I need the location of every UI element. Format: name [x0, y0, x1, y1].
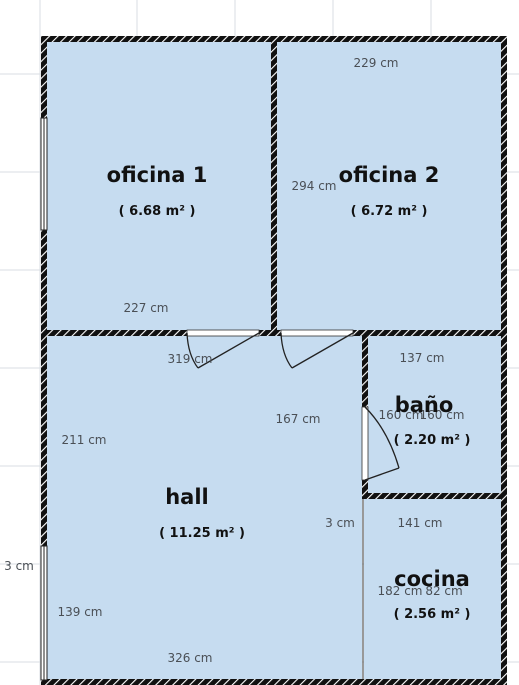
room-cocina[interactable]: [364, 499, 501, 680]
dim-oficina2-width: 229 cm: [353, 56, 398, 70]
room-labels: oficina 1 ( 6.68 m² ) oficina 2 ( 6.72 m…: [107, 163, 471, 622]
door-bano[interactable]: [361, 406, 400, 481]
room-bano[interactable]: [368, 336, 501, 493]
dim-hall-bottom: 326 cm: [167, 651, 212, 665]
dim-bano-width: 137 cm: [399, 351, 444, 365]
dim-cocina-height: 182 cm: [377, 584, 422, 598]
room-area-hall: ( 11.25 m² ): [159, 526, 245, 541]
room-name-cocina: cocina: [394, 567, 470, 591]
dim-hall-left-lower: 139 cm: [57, 605, 102, 619]
room-name-oficina-2: oficina 2: [339, 163, 440, 187]
dim-offices-height: 294 cm: [291, 179, 336, 193]
door-oficina-1[interactable]: [186, 329, 260, 369]
room-name-hall: hall: [165, 485, 209, 509]
dim-bano-height: 160 cm: [378, 408, 423, 422]
wall-left: [41, 36, 47, 685]
room-area-oficina-1: ( 6.68 m² ): [119, 204, 196, 219]
wall-bano-bottom: [362, 493, 501, 499]
room-area-cocina: ( 2.56 m² ): [394, 607, 471, 622]
wall-office-divider: [271, 42, 277, 336]
dim-cocina-width: 141 cm: [397, 516, 442, 530]
dim-oficina1-width: 227 cm: [123, 301, 168, 315]
room-oficina-2[interactable]: [277, 42, 501, 330]
wall-right: [501, 36, 507, 685]
room-area-bano: ( 2.20 m² ): [394, 433, 471, 448]
dim-hall-inner: 167 cm: [275, 412, 320, 426]
room-hall[interactable]: [47, 336, 362, 680]
room-name-bano: baño: [395, 393, 454, 417]
dim-bano-height-2: 160 cm: [419, 408, 464, 422]
dim-hall-left-upper: 211 cm: [61, 433, 106, 447]
wall-top: [41, 36, 507, 42]
wall-bottom: [41, 679, 507, 685]
dim-hall-top: 319 cm: [167, 352, 212, 366]
dimension-labels: 229 cm 294 cm 227 cm 319 cm 137 cm 167 c…: [4, 56, 464, 665]
room-name-oficina-1: oficina 1: [107, 163, 208, 187]
door-oficina-2[interactable]: [280, 329, 354, 369]
dim-outside-left: 3 cm: [4, 559, 34, 573]
dim-partition: 3 cm: [325, 516, 355, 530]
wall-offices-hall: [47, 330, 501, 336]
dim-cocina-height-2: 82 cm: [425, 584, 462, 598]
room-oficina-1[interactable]: [47, 42, 271, 330]
room-area-oficina-2: ( 6.72 m² ): [351, 204, 428, 219]
